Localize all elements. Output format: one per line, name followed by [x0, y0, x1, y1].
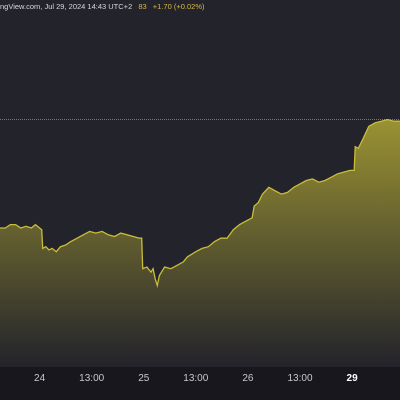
last-value: 83: [138, 2, 147, 11]
x-axis: 24 13:00 25 13:00 26 13:00 29: [0, 367, 400, 400]
plot-area[interactable]: [0, 0, 400, 367]
change-value: +1.70 (+0.02%): [152, 2, 205, 11]
series-area: [0, 119, 400, 367]
series-line: [0, 118, 400, 289]
x-tick-label: 13:00: [287, 373, 313, 384]
source-text: ngView.com, Jul 29, 2024 14:43 UTC+2: [0, 2, 133, 11]
chart-header: ngView.com, Jul 29, 2024 14:43 UTC+2 83 …: [0, 0, 400, 20]
x-tick-label: 25: [138, 373, 150, 384]
x-tick-label: 26: [242, 373, 254, 384]
x-tick-label: 29: [346, 373, 358, 384]
x-tick-label: 13:00: [183, 373, 209, 384]
x-tick-label: 13:00: [79, 373, 105, 384]
x-tick-label: 24: [34, 373, 46, 384]
